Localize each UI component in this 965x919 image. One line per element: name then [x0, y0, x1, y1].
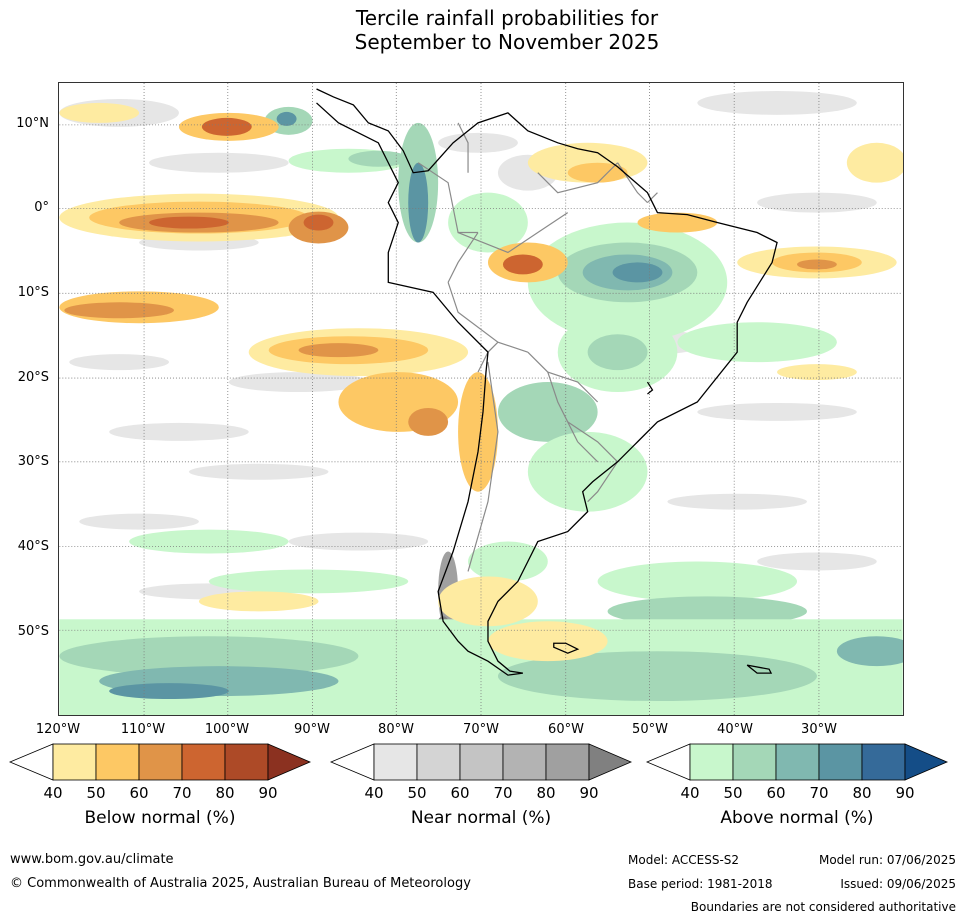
cbar-below-bin-40-50 — [52, 743, 97, 781]
lon-label-120w: 120°W — [35, 722, 81, 737]
cbar-above-tick-80: 80 — [852, 784, 872, 802]
cbar-below-tick-50: 50 — [86, 784, 106, 802]
lat-label-20s: 20°S — [17, 370, 49, 385]
cbar-above-tick-40: 40 — [680, 784, 700, 802]
map-title: Tercile rainfall probabilities for Septe… — [0, 6, 965, 54]
cbar-below-tick-80: 80 — [215, 784, 235, 802]
lon-label-100w: 100°W — [204, 722, 250, 737]
lon-label-50w: 50°W — [632, 722, 668, 737]
cbar-near-bin-50-60 — [416, 743, 461, 781]
lon-label-110w: 110°W — [120, 722, 166, 737]
below-normal-patches — [59, 102, 903, 662]
cbar-above-bin-70-80 — [818, 743, 863, 781]
lat-label-30s: 30°S — [17, 454, 49, 469]
lon-label-60w: 60°W — [548, 722, 584, 737]
cbar-below-arrow-left — [8, 743, 54, 781]
cbar-near-tick-40: 40 — [364, 784, 384, 802]
colorbar-above-normal — [645, 743, 949, 781]
lat-label-10n: 10°N — [16, 116, 49, 131]
title-line-1: Tercile rainfall probabilities for — [355, 6, 659, 30]
cbar-above-tick-50: 50 — [723, 784, 743, 802]
cbar-near-bin-40-50 — [373, 743, 418, 781]
footer-issued: Issued: 09/06/2025 — [840, 877, 956, 891]
lon-label-90w: 90°W — [294, 722, 330, 737]
cbar-above-bin-80-90 — [861, 743, 906, 781]
footer-disclaimer: Boundaries are not considered authoritat… — [690, 900, 956, 914]
cbar-near-tick-90: 90 — [579, 784, 599, 802]
cbar-near-title: Near normal (%) — [410, 808, 552, 828]
cbar-below-arrow-right — [267, 743, 312, 781]
cbar-near-arrow-right — [588, 743, 633, 781]
cbar-above-bin-40-50 — [689, 743, 734, 781]
cbar-below-bin-60-70 — [138, 743, 183, 781]
footer-model-run: Model run: 07/06/2025 — [818, 853, 956, 867]
footer-model: Model: ACCESS-S2 — [628, 853, 740, 867]
cbar-below-tick-40: 40 — [43, 784, 63, 802]
cbar-below-bin-50-60 — [95, 743, 140, 781]
cbar-near-bin-80-90 — [545, 743, 590, 781]
cbar-below-title: Below normal (%) — [84, 808, 236, 828]
cbar-near-tick-80: 80 — [536, 784, 556, 802]
above-normal-patches — [59, 106, 903, 715]
footer-url[interactable]: www.bom.gov.au/climate — [10, 852, 174, 867]
lat-label-40s: 40°S — [17, 539, 49, 554]
cbar-above-tick-70: 70 — [809, 784, 829, 802]
cbar-near-bin-70-80 — [502, 743, 547, 781]
cbar-near-tick-60: 60 — [450, 784, 470, 802]
colorbar-near-normal — [329, 743, 633, 781]
cbar-above-bin-50-60 — [732, 743, 777, 781]
lon-label-70w: 70°W — [463, 722, 499, 737]
cbar-above-arrow-left — [645, 743, 691, 781]
lat-label-50s: 50°S — [17, 624, 49, 639]
cbar-above-tick-60: 60 — [766, 784, 786, 802]
cbar-below-tick-70: 70 — [172, 784, 192, 802]
cbar-above-title: Above normal (%) — [720, 808, 874, 828]
cbar-below-tick-90: 90 — [258, 784, 278, 802]
cbar-near-arrow-left — [329, 743, 375, 781]
cbar-above-bin-60-70 — [775, 743, 820, 781]
lat-label-0: 0° — [34, 200, 49, 215]
graticule — [59, 83, 903, 715]
title-line-2: September to November 2025 — [354, 30, 660, 54]
cbar-below-tick-60: 60 — [129, 784, 149, 802]
cbar-near-bin-60-70 — [459, 743, 504, 781]
coastline — [316, 88, 778, 676]
cbar-above-tick-90: 90 — [895, 784, 915, 802]
cbar-near-tick-70: 70 — [493, 784, 513, 802]
footer-copyright: © Commonwealth of Australia 2025, Austra… — [10, 876, 471, 891]
cbar-near-tick-50: 50 — [407, 784, 427, 802]
lon-label-80w: 80°W — [378, 722, 414, 737]
lat-label-10s: 10°S — [17, 285, 49, 300]
rainfall-probability-map — [58, 82, 904, 716]
cbar-below-bin-80-90 — [224, 743, 269, 781]
lon-label-40w: 40°W — [717, 722, 753, 737]
cbar-above-arrow-right — [904, 743, 949, 781]
footer-base-period: Base period: 1981-2018 — [628, 877, 773, 891]
lon-label-30w: 30°W — [801, 722, 837, 737]
colorbar-below-normal — [8, 743, 312, 781]
cbar-below-bin-70-80 — [181, 743, 226, 781]
country-borders — [417, 122, 658, 572]
